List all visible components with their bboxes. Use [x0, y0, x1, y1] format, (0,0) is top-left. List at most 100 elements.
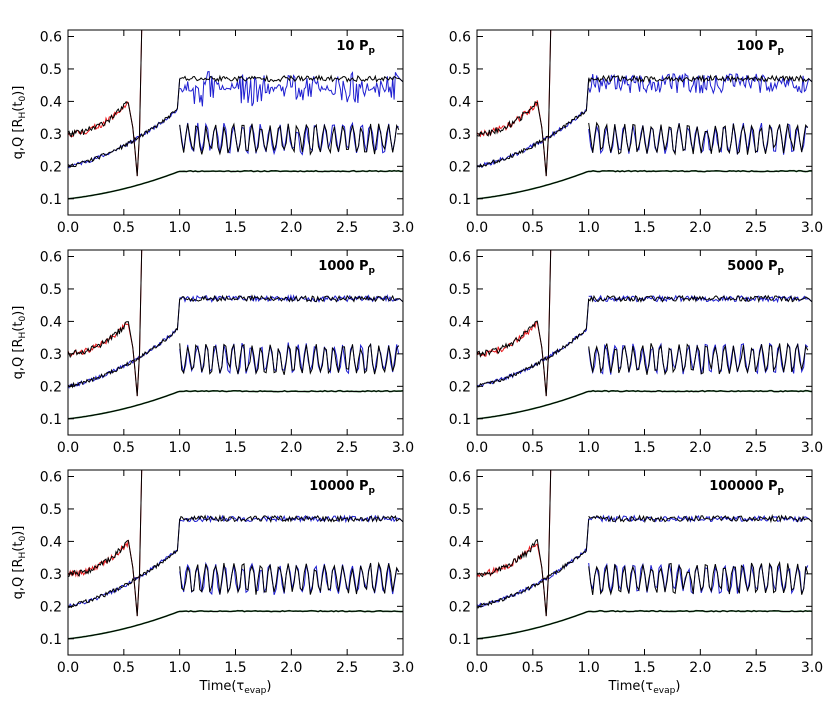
y-tick-label: 0.3 [40, 127, 62, 143]
y-tick-label: 0.3 [449, 347, 471, 363]
x-tick-label: 3.0 [801, 220, 823, 236]
y-tick-label: 0.4 [40, 534, 62, 550]
series-line-floor-black [68, 390, 403, 420]
y-axis-label: q,Q [RH(t0)] [11, 86, 28, 160]
series-line-floor [68, 169, 403, 200]
x-tick-label: 0.0 [466, 220, 488, 236]
plot-area [477, 30, 812, 200]
y-tick-label: 0.5 [40, 62, 62, 78]
series-line-lower-black [588, 121, 809, 156]
panel-label: 5000 Pp [727, 259, 784, 276]
axes-frame [67, 249, 404, 436]
x-tick-label: 1.0 [578, 440, 600, 456]
x-tick-label: 3.0 [801, 440, 823, 456]
y-tick-label: 0.4 [449, 534, 471, 550]
x-tick-label: 0.5 [113, 220, 135, 236]
y-tick-label: 0.1 [40, 192, 62, 208]
panel-label: 10000 Pp [309, 479, 375, 496]
x-tick-label: 3.0 [392, 660, 414, 676]
y-tick-label: 0.6 [40, 469, 62, 485]
series-line-primary-black [477, 78, 590, 168]
chart-panel-3: 0.0 0.5 1.0 1.5 2.0 2.5 3.0 0.1 0.2 0.3 0.4 0.5 0.6 1… [11, 249, 414, 456]
x-tick-label: 2.5 [745, 220, 767, 236]
y-tick-label: 0.1 [449, 632, 471, 648]
x-tick-label: 0.5 [522, 660, 544, 676]
series-line-secondary-black [68, 30, 143, 177]
y-tick-label: 0.6 [449, 29, 471, 45]
plot-area [68, 250, 403, 420]
y-tick-label: 0.1 [449, 412, 471, 428]
y-tick-label: 0.5 [40, 502, 62, 518]
plot-area [68, 30, 403, 200]
y-tick-label: 0.5 [449, 62, 471, 78]
x-tick-label: 3.0 [392, 440, 414, 456]
y-tick-label: 0.2 [449, 159, 471, 175]
y-tick-label: 0.4 [40, 314, 62, 330]
y-tick-label: 0.2 [40, 599, 62, 615]
x-tick-label: 2.0 [689, 220, 711, 236]
x-tick-label: 2.5 [336, 440, 358, 456]
x-tick-label: 3.0 [392, 220, 414, 236]
series-line-floor [68, 609, 403, 640]
series-line-upper-black [588, 74, 812, 84]
x-tick-label: 1.5 [224, 660, 246, 676]
series-line-primary-black [477, 518, 590, 609]
chart-panel-5: 0.0 0.5 1.0 1.5 2.0 2.5 3.0 0.1 0.2 0.3 0.4 0.5 0.6 1… [11, 469, 414, 696]
x-tick-label: 0.0 [57, 660, 79, 676]
series-line-upper-blue [179, 71, 403, 107]
y-tick-label: 0.4 [449, 94, 471, 110]
y-tick-label: 0.6 [40, 249, 62, 265]
y-tick-label: 0.3 [449, 127, 471, 143]
chart-panel-4: 0.0 0.5 1.0 1.5 2.0 2.5 3.0 0.1 0.2 0.3 0.4 0.5 0.6 5… [449, 249, 823, 456]
y-tick-label: 0.4 [449, 314, 471, 330]
axes-frame [476, 29, 813, 216]
y-tick-label: 0.2 [40, 159, 62, 175]
series-line-secondary-black [477, 470, 552, 617]
series-line-secondary-black [68, 250, 143, 397]
series-line-floor-black [477, 170, 812, 200]
y-tick-label: 0.6 [449, 469, 471, 485]
x-tick-label: 2.5 [745, 660, 767, 676]
panel-label: 100000 Pp [709, 479, 784, 496]
panel-label: 10 Pp [336, 39, 375, 56]
y-tick-label: 0.2 [40, 379, 62, 395]
series-line-primary-black [68, 518, 181, 609]
y-tick-label: 0.5 [449, 282, 471, 298]
y-tick-label: 0.5 [449, 502, 471, 518]
y-tick-label: 0.2 [449, 599, 471, 615]
y-tick-label: 0.3 [449, 567, 471, 583]
series-line-upper-black [179, 294, 403, 303]
y-tick-label: 0.2 [449, 379, 471, 395]
series-line-primary-black [68, 298, 181, 389]
series-line-upper-black [179, 514, 403, 524]
plot-area [477, 250, 812, 420]
series-line-lower-black [179, 342, 400, 376]
series-line-floor [477, 389, 812, 420]
series-line-primary-blue [477, 78, 590, 168]
series-line-floor-black [68, 170, 403, 200]
series-line-upper-black [179, 74, 403, 83]
x-tick-label: 2.0 [280, 660, 302, 676]
y-tick-label: 0.6 [449, 249, 471, 265]
axes-frame [476, 249, 813, 436]
y-tick-label: 0.1 [449, 192, 471, 208]
y-tick-label: 0.4 [40, 94, 62, 110]
series-line-upper-blue [588, 72, 812, 95]
x-tick-label: 1.0 [578, 220, 600, 236]
series-line-lower-black [588, 560, 809, 596]
y-tick-label: 0.6 [40, 29, 62, 45]
x-tick-label: 0.0 [466, 440, 488, 456]
x-tick-label: 2.0 [689, 440, 711, 456]
x-axis-label: Time(τevap) [199, 679, 272, 696]
x-tick-label: 3.0 [801, 660, 823, 676]
y-tick-label: 0.5 [40, 282, 62, 298]
series-line-floor [477, 609, 812, 640]
y-axis-label: q,Q [RH(t0)] [11, 526, 28, 600]
panel-label: 100 Pp [736, 39, 784, 56]
series-line-floor [477, 169, 812, 200]
x-tick-label: 1.5 [633, 220, 655, 236]
series-line-secondary-black [68, 470, 143, 617]
x-axis-label: Time(τevap) [608, 679, 681, 696]
x-tick-label: 0.5 [113, 440, 135, 456]
x-tick-label: 0.0 [57, 440, 79, 456]
